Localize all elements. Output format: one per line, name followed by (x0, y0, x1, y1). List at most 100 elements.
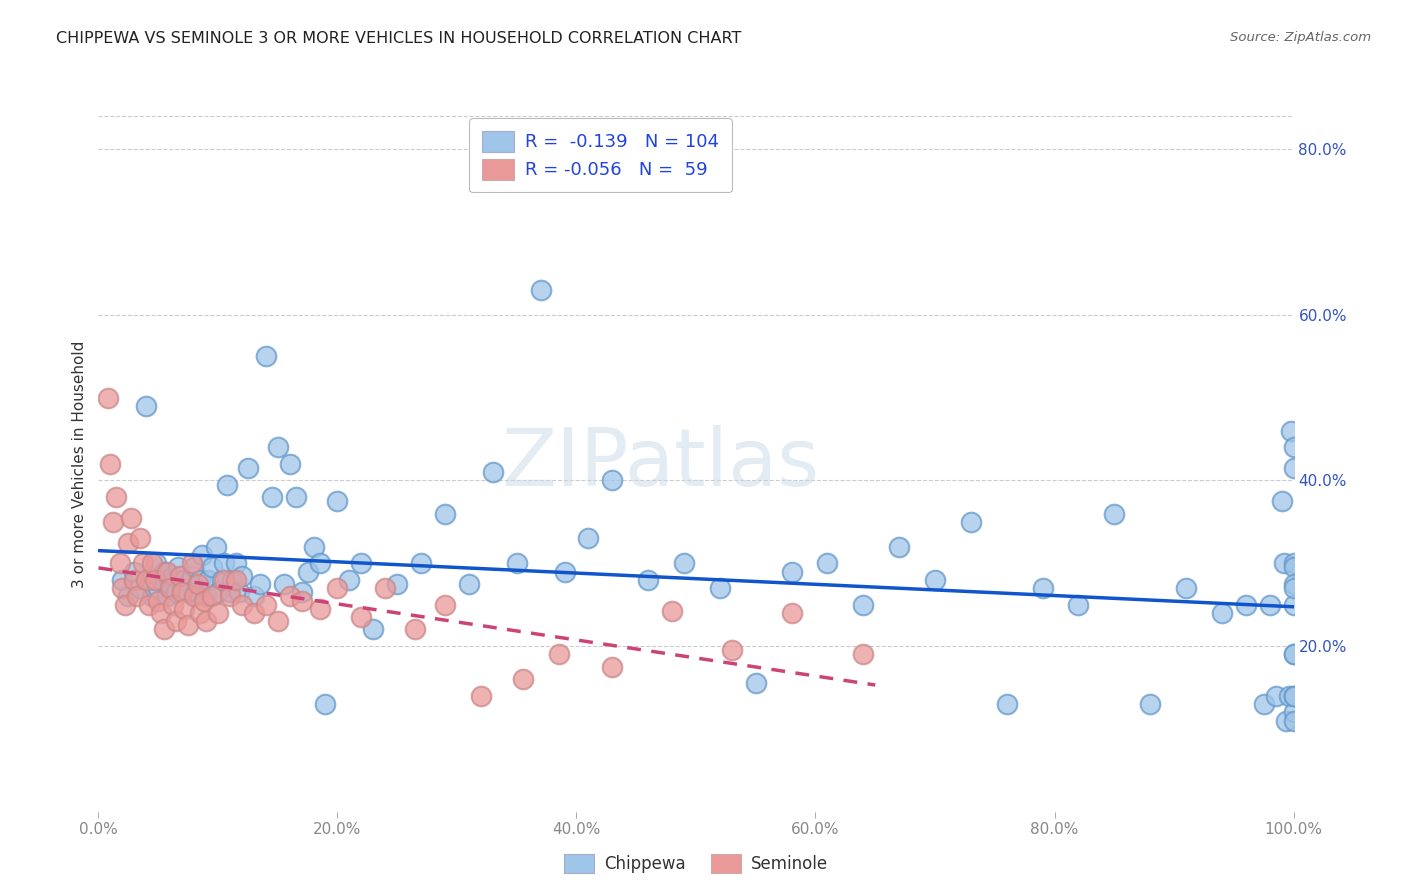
Point (1282, 648, 1305, 662)
Point (153, 565, 176, 579)
Point (481, 465, 505, 479)
Point (114, 598, 136, 612)
Point (145, 556, 167, 570)
Point (153, 623, 176, 637)
Point (1102, 507, 1125, 521)
Text: Source: ZipAtlas.com: Source: ZipAtlas.com (1230, 31, 1371, 45)
Point (148, 581, 170, 595)
Point (217, 477, 239, 491)
Point (231, 568, 253, 582)
Point (1067, 598, 1090, 612)
Point (201, 560, 224, 574)
Point (661, 604, 683, 618)
Point (254, 598, 277, 612)
Point (193, 593, 215, 607)
Point (201, 590, 224, 604)
Point (236, 461, 259, 475)
Point (1271, 494, 1294, 508)
Point (506, 556, 529, 570)
Point (159, 581, 181, 595)
Point (291, 593, 314, 607)
Point (852, 598, 875, 612)
Point (135, 399, 157, 413)
Point (1282, 556, 1305, 570)
Point (212, 556, 235, 570)
Point (1282, 577, 1305, 591)
Point (111, 581, 134, 595)
Point (1253, 697, 1275, 711)
Point (602, 474, 624, 488)
Point (363, 623, 385, 637)
Point (212, 573, 235, 587)
Point (159, 577, 181, 591)
Y-axis label: 3 or more Vehicles in Household: 3 or more Vehicles in Household (72, 340, 87, 588)
Point (197, 573, 219, 587)
Point (169, 568, 191, 582)
Point (1278, 689, 1301, 703)
Point (458, 577, 481, 591)
Point (780, 565, 803, 579)
Point (243, 606, 266, 620)
Point (959, 515, 981, 529)
Point (385, 577, 409, 591)
Point (141, 590, 163, 604)
Point (187, 577, 209, 591)
Point (149, 606, 172, 620)
Point (637, 573, 659, 587)
Point (194, 614, 218, 628)
Point (602, 660, 624, 674)
Point (98, 457, 122, 471)
Point (308, 602, 330, 616)
Point (191, 548, 214, 562)
Point (120, 510, 142, 524)
Point (1175, 581, 1198, 595)
Point (194, 590, 218, 604)
Point (108, 556, 131, 570)
Point (225, 573, 247, 587)
Text: CHIPPEWA VS SEMINOLE 3 OR MORE VEHICLES IN HOUSEHOLD CORRELATION CHART: CHIPPEWA VS SEMINOLE 3 OR MORE VEHICLES … (56, 31, 741, 46)
Point (924, 573, 946, 587)
Point (138, 598, 160, 612)
Point (173, 573, 195, 587)
Point (529, 283, 551, 297)
Point (1282, 714, 1305, 728)
Point (148, 593, 170, 607)
Point (576, 532, 599, 546)
Point (117, 590, 139, 604)
Point (1282, 648, 1305, 662)
Point (1282, 560, 1305, 574)
Point (129, 581, 152, 595)
Point (326, 494, 349, 508)
Point (188, 573, 211, 587)
Point (721, 643, 744, 657)
Point (125, 590, 148, 604)
Point (1272, 556, 1295, 570)
Point (124, 573, 146, 587)
Point (172, 585, 194, 599)
Point (167, 560, 190, 574)
Point (231, 598, 253, 612)
Point (204, 540, 226, 554)
Point (173, 602, 195, 616)
Point (155, 565, 177, 579)
Point (889, 540, 911, 554)
Point (350, 556, 373, 570)
Point (207, 585, 229, 599)
Point (211, 573, 233, 587)
Point (219, 590, 242, 604)
Point (219, 585, 242, 599)
Point (180, 568, 202, 582)
Point (1211, 606, 1233, 620)
Point (308, 556, 330, 570)
Point (995, 697, 1018, 711)
Legend: Chippewa, Seminole: Chippewa, Seminole (557, 847, 835, 880)
Point (339, 573, 360, 587)
Point (1032, 581, 1054, 595)
Point (1282, 598, 1305, 612)
Point (165, 614, 187, 628)
Point (254, 349, 277, 363)
Point (780, 606, 803, 620)
Point (326, 581, 349, 595)
Point (155, 590, 177, 604)
Point (129, 532, 152, 546)
